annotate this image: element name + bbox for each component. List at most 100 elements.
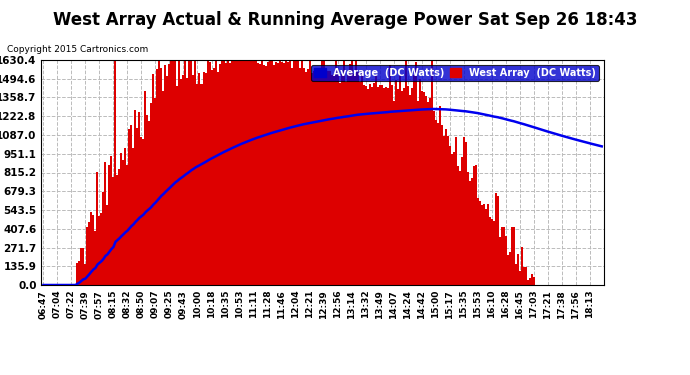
Bar (97, 172, 99, 285)
Bar (284, 59, 286, 285)
Bar (217, 72, 219, 285)
Bar (161, 68, 162, 285)
Text: West Array Actual & Running Average Power Sat Sep 26 18:43: West Array Actual & Running Average Powe… (52, 11, 638, 29)
Bar (206, 57, 208, 285)
Bar (239, 57, 241, 285)
Bar (331, 75, 333, 285)
Bar (184, 57, 186, 285)
Bar (121, 153, 122, 285)
Bar (461, 157, 463, 285)
Bar (119, 169, 121, 285)
Bar (373, 83, 375, 285)
Bar (499, 237, 501, 285)
Bar (426, 102, 428, 285)
Bar (503, 227, 504, 285)
Bar (237, 57, 239, 285)
Bar (242, 61, 244, 285)
Bar (213, 69, 215, 285)
Bar (391, 86, 393, 285)
Bar (364, 86, 366, 285)
Bar (104, 162, 106, 285)
Bar (455, 137, 457, 285)
Bar (404, 57, 406, 285)
Bar (517, 254, 519, 285)
Bar (122, 160, 124, 285)
Bar (308, 57, 310, 285)
Bar (333, 74, 335, 285)
Bar (343, 57, 344, 285)
Bar (162, 91, 164, 285)
Bar (437, 123, 439, 285)
Bar (511, 226, 513, 285)
Bar (112, 177, 115, 285)
Bar (361, 74, 363, 285)
Bar (433, 111, 435, 285)
Bar (439, 106, 441, 285)
Bar (423, 92, 424, 285)
Bar (421, 90, 423, 285)
Bar (366, 89, 368, 285)
Bar (495, 194, 497, 285)
Bar (341, 74, 343, 285)
Bar (126, 165, 128, 285)
Legend: Average  (DC Watts), West Array  (DC Watts): Average (DC Watts), West Array (DC Watts… (311, 65, 599, 81)
Bar (152, 74, 155, 285)
Bar (313, 72, 315, 285)
Bar (159, 57, 161, 285)
Bar (515, 264, 517, 285)
Bar (453, 152, 455, 285)
Bar (457, 166, 459, 285)
Bar (244, 62, 246, 285)
Bar (431, 57, 433, 285)
Bar (395, 80, 397, 285)
Bar (469, 181, 471, 285)
Bar (273, 64, 275, 285)
Bar (195, 58, 197, 285)
Bar (371, 87, 373, 285)
Bar (297, 57, 299, 285)
Bar (90, 212, 92, 285)
Bar (417, 101, 419, 285)
Bar (346, 71, 348, 285)
Bar (323, 57, 324, 285)
Bar (411, 88, 413, 285)
Bar (464, 142, 466, 285)
Bar (282, 63, 284, 285)
Bar (388, 65, 391, 285)
Bar (475, 165, 477, 285)
Bar (471, 178, 473, 285)
Bar (128, 129, 130, 285)
Bar (326, 70, 328, 285)
Bar (339, 83, 341, 285)
Bar (383, 88, 384, 285)
Bar (201, 84, 202, 285)
Bar (86, 227, 88, 285)
Bar (102, 192, 104, 285)
Bar (246, 57, 248, 285)
Bar (413, 75, 415, 285)
Bar (406, 86, 408, 285)
Bar (250, 57, 253, 285)
Bar (375, 75, 377, 285)
Bar (357, 72, 359, 285)
Bar (379, 85, 381, 285)
Bar (288, 60, 290, 285)
Bar (473, 165, 475, 285)
Bar (235, 57, 237, 285)
Bar (279, 57, 281, 285)
Bar (363, 85, 364, 285)
Bar (481, 205, 483, 285)
Bar (328, 71, 331, 285)
Bar (529, 278, 531, 285)
Bar (188, 57, 190, 285)
Bar (172, 57, 175, 285)
Bar (204, 73, 206, 285)
Bar (281, 62, 282, 285)
Bar (270, 57, 273, 285)
Bar (377, 87, 379, 285)
Bar (186, 78, 188, 285)
Bar (299, 69, 301, 285)
Bar (101, 213, 102, 285)
Bar (523, 267, 524, 285)
Bar (348, 64, 351, 285)
